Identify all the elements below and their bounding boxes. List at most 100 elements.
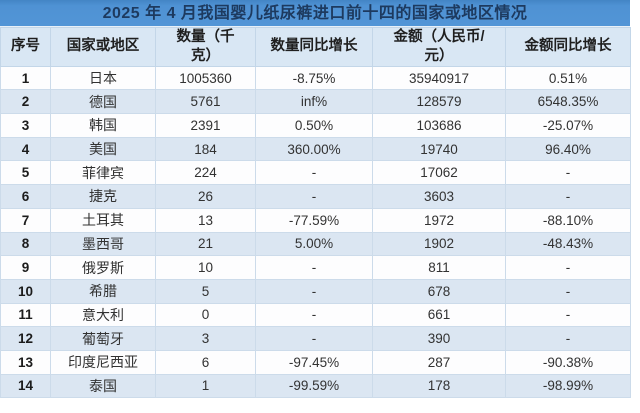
cell-rank: 3 xyxy=(0,113,51,138)
cell-country: 泰国 xyxy=(50,373,156,399)
cell-amount-rmb: 3603 xyxy=(372,184,506,209)
cell-amount-yoy: -25.07% xyxy=(505,113,631,138)
cell-quantity-kg: 0 xyxy=(155,302,256,328)
import-stats-table: 序号 国家或地区 数量（千 克） 数量同比增长 金额（人民币/ 元） 金额同比增长 1 日本… xyxy=(0,27,631,399)
table-row: 4 美国 184 360.00% 19740 96.40% xyxy=(0,136,631,162)
cell-amount-yoy: 6548.35% xyxy=(505,89,631,115)
cell-country: 希腊 xyxy=(50,278,156,304)
cell-amount-rmb: 19740 xyxy=(372,136,506,162)
cell-country: 菲律宾 xyxy=(50,160,156,186)
cell-country: 印度尼西亚 xyxy=(50,349,156,375)
cell-amount-yoy: - xyxy=(505,160,631,186)
table-row: 12 葡萄牙 3-390- xyxy=(0,326,631,351)
cell-rank: 14 xyxy=(0,373,51,399)
cell-rank: 1 xyxy=(0,65,51,91)
cell-quantity-kg: 10 xyxy=(155,255,256,280)
cell-rank: 7 xyxy=(0,207,51,233)
cell-country: 德国 xyxy=(50,89,156,115)
cell-amount-yoy: -48.43% xyxy=(505,231,631,257)
cell-rank: 13 xyxy=(0,349,51,375)
cell-amount-yoy: - xyxy=(505,326,631,351)
cell-quantity-kg: 224 xyxy=(155,160,256,186)
cell-rank: 11 xyxy=(0,302,51,328)
cell-amount-yoy: - xyxy=(505,255,631,280)
cell-amount-rmb: 128579 xyxy=(372,89,506,115)
cell-quantity-kg: 21 xyxy=(155,231,256,257)
table-body: 1 日本 1005360 -8.75% 35940917 0.51% 2 德国 5761 inf%… xyxy=(0,65,631,399)
column-header-country: 国家或地区 xyxy=(50,27,156,67)
column-header-quantity-kg: 数量（千 克） xyxy=(155,27,256,67)
cell-quantity-yoy: - xyxy=(255,302,373,328)
table-row: 1 日本 1005360 -8.75% 35940917 0.51% xyxy=(0,65,631,91)
cell-quantity-kg: 13 xyxy=(155,207,256,233)
cell-amount-yoy: 96.40% xyxy=(505,136,631,162)
cell-amount-yoy: - xyxy=(505,184,631,209)
cell-quantity-yoy: 360.00% xyxy=(255,136,373,162)
column-header-rank: 序号 xyxy=(0,27,51,67)
cell-country: 捷克 xyxy=(50,184,156,209)
cell-quantity-yoy: -77.59% xyxy=(255,207,373,233)
cell-quantity-yoy: 0.50% xyxy=(255,113,373,138)
cell-country: 葡萄牙 xyxy=(50,326,156,351)
cell-quantity-yoy: -97.45% xyxy=(255,349,373,375)
cell-amount-rmb: 178 xyxy=(372,373,506,399)
cell-quantity-kg: 5761 xyxy=(155,89,256,115)
cell-amount-rmb: 17062 xyxy=(372,160,506,186)
header-row: 序号 国家或地区 数量（千 克） 数量同比增长 金额（人民币/ 元） 金额同比增长 xyxy=(0,27,631,67)
cell-amount-rmb: 678 xyxy=(372,278,506,304)
table-row: 14 泰国 1 -99.59% 178 -98.99% xyxy=(0,373,631,399)
cell-amount-yoy: 0.51% xyxy=(505,65,631,91)
cell-amount-rmb: 811 xyxy=(372,255,506,280)
cell-rank: 5 xyxy=(0,160,51,186)
table-row: 9 俄罗斯 10-811- xyxy=(0,255,631,280)
cell-quantity-kg: 3 xyxy=(155,326,256,351)
table-row: 7 土耳其 13 -77.59% 1972 -88.10% xyxy=(0,207,631,233)
cell-amount-rmb: 1972 xyxy=(372,207,506,233)
table-title: 2025 年 4 月我国婴儿纸尿裤进口前十四的国家或地区情况 xyxy=(0,0,630,27)
cell-country: 意大利 xyxy=(50,302,156,328)
cell-amount-rmb: 1902 xyxy=(372,231,506,257)
cell-rank: 2 xyxy=(0,89,51,115)
cell-quantity-yoy: - xyxy=(255,160,373,186)
cell-rank: 12 xyxy=(0,326,51,351)
cell-quantity-yoy: inf% xyxy=(255,89,373,115)
cell-quantity-yoy: - xyxy=(255,326,373,351)
cell-rank: 9 xyxy=(0,255,51,280)
cell-amount-yoy: -90.38% xyxy=(505,349,631,375)
cell-quantity-kg: 5 xyxy=(155,278,256,304)
cell-amount-rmb: 390 xyxy=(372,326,506,351)
cell-amount-rmb: 35940917 xyxy=(372,65,506,91)
cell-quantity-kg: 1 xyxy=(155,373,256,399)
cell-quantity-yoy: - xyxy=(255,255,373,280)
column-header-quantity-yoy: 数量同比增长 xyxy=(255,27,373,67)
table-row: 3 韩国 2391 0.50% 103686 -25.07% xyxy=(0,113,631,138)
table-row: 8 墨西哥 21 5.00% 1902 -48.43% xyxy=(0,231,631,257)
cell-amount-rmb: 661 xyxy=(372,302,506,328)
cell-amount-yoy: -88.10% xyxy=(505,207,631,233)
cell-amount-yoy: -98.99% xyxy=(505,373,631,399)
cell-country: 美国 xyxy=(50,136,156,162)
table-row: 5 菲律宾 224-17062- xyxy=(0,160,631,186)
cell-amount-rmb: 287 xyxy=(372,349,506,375)
table-row: 2 德国 5761 inf% 128579 6548.35% xyxy=(0,89,631,115)
cell-quantity-kg: 2391 xyxy=(155,113,256,138)
table-row: 11 意大利 0-661- xyxy=(0,302,631,328)
cell-country: 韩国 xyxy=(50,113,156,138)
cell-rank: 4 xyxy=(0,136,51,162)
column-header-amount-rmb: 金额（人民币/ 元） xyxy=(372,27,506,67)
table-row: 13 印度尼西亚 6 -97.45% 287 -90.38% xyxy=(0,349,631,375)
cell-country: 日本 xyxy=(50,65,156,91)
table-row: 10 希腊 5-678- xyxy=(0,278,631,304)
cell-quantity-kg: 184 xyxy=(155,136,256,162)
cell-amount-rmb: 103686 xyxy=(372,113,506,138)
table-row: 6 捷克 26-3603- xyxy=(0,184,631,209)
cell-quantity-yoy: - xyxy=(255,278,373,304)
cell-quantity-kg: 26 xyxy=(155,184,256,209)
cell-quantity-kg: 6 xyxy=(155,349,256,375)
cell-quantity-yoy: - xyxy=(255,184,373,209)
cell-country: 土耳其 xyxy=(50,207,156,233)
cell-quantity-yoy: -8.75% xyxy=(255,65,373,91)
cell-rank: 8 xyxy=(0,231,51,257)
cell-quantity-yoy: -99.59% xyxy=(255,373,373,399)
